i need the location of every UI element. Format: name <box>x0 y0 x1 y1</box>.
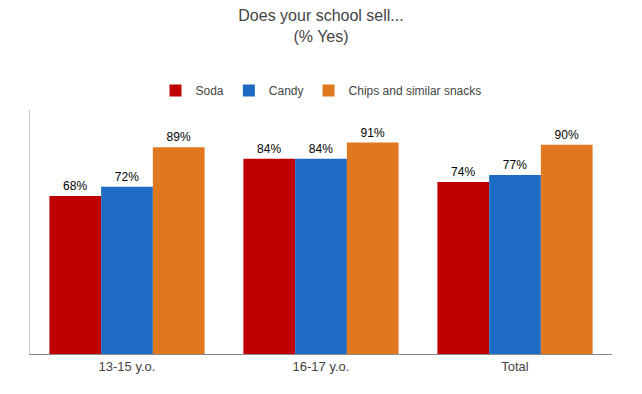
svg-text:74%: 74% <box>451 165 475 179</box>
svg-text:84%: 84% <box>257 142 281 156</box>
svg-text:Candy: Candy <box>269 84 304 98</box>
svg-text:Does your school sell...(% Yes: Does your school sell...(% Yes) <box>238 7 403 45</box>
svg-text:Total: Total <box>501 359 529 374</box>
svg-text:89%: 89% <box>167 130 191 144</box>
svg-text:16-17 y.o.: 16-17 y.o. <box>293 359 350 374</box>
svg-text:13-15 y.o.: 13-15 y.o. <box>99 359 156 374</box>
svg-text:Chips and similar snacks: Chips and similar snacks <box>349 84 482 98</box>
svg-text:72%: 72% <box>115 170 139 184</box>
svg-text:68%: 68% <box>63 179 87 193</box>
svg-text:84%: 84% <box>309 142 333 156</box>
svg-text:91%: 91% <box>361 126 385 140</box>
svg-text:77%: 77% <box>503 158 527 172</box>
svg-text:Soda: Soda <box>196 84 224 98</box>
svg-text:90%: 90% <box>555 128 579 142</box>
